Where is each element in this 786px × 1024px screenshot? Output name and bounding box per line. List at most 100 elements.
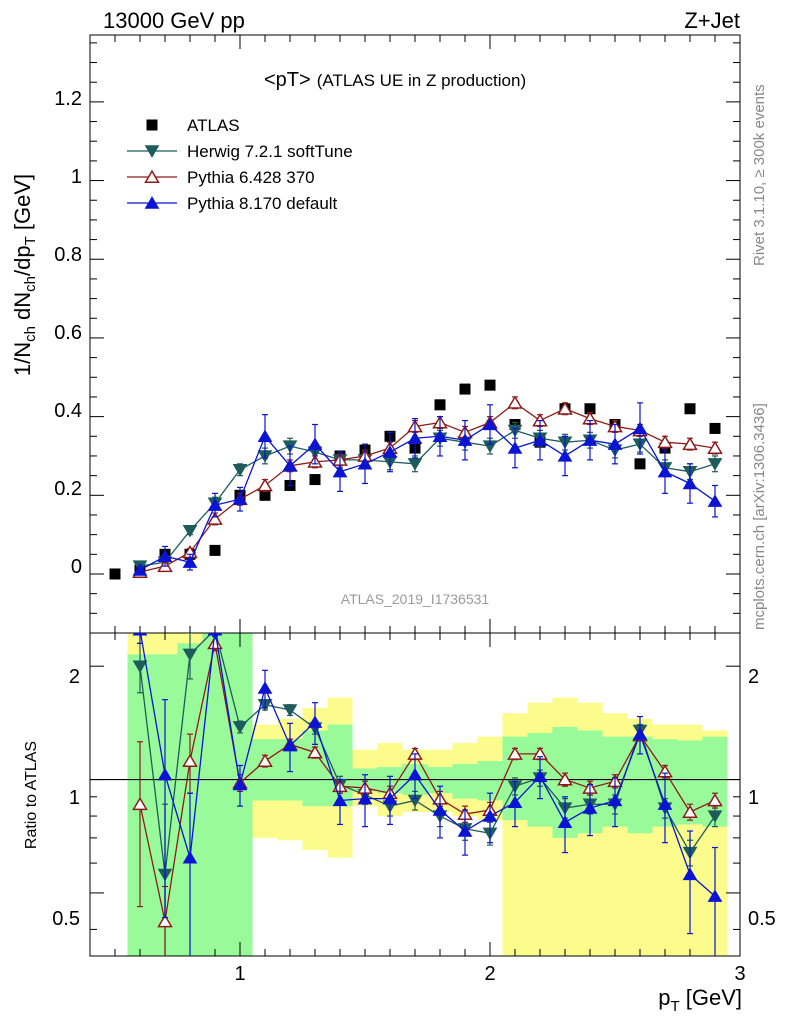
legend-marker	[144, 145, 160, 158]
main-ylabel-sub: ch	[22, 276, 39, 292]
legend-label-herwig: Herwig 7.2.1 softTune	[187, 142, 353, 161]
legend-markers	[127, 119, 177, 209]
data-point	[282, 704, 298, 717]
data-point	[357, 456, 373, 470]
data-point	[459, 383, 471, 395]
ratio-ylabel: Ratio to ATLAS	[23, 741, 40, 849]
data-point	[182, 648, 198, 662]
main-series-layer	[109, 379, 723, 580]
main-ylabel: 1/Nch dNch/dpT [GeV]	[10, 174, 39, 376]
green-band	[202, 633, 228, 956]
ratio-ytick-label: 0.5	[52, 908, 80, 930]
main-panel: 0 0.2 0.4 0.6 0.8 1 1.2 1/Nch dNch/dpT […	[10, 34, 741, 634]
data-point	[132, 796, 148, 811]
data-point	[232, 777, 248, 791]
data-point	[357, 791, 373, 805]
data-point	[634, 458, 646, 470]
data-point	[307, 437, 323, 450]
header-left: 13000 GeV pp	[103, 8, 245, 33]
data-point	[507, 441, 523, 454]
main-ytick-labels: 0 0.2 0.4 0.6 0.8 1 1.2	[54, 88, 82, 578]
legend-marker	[144, 169, 160, 183]
data-point	[382, 445, 398, 458]
legend-label-pythia6: Pythia 6.428 370	[187, 168, 315, 187]
data-point	[532, 433, 548, 446]
watermark: ATLAS_2019_I1736531	[341, 591, 490, 607]
legend-marker	[146, 119, 158, 131]
data-point	[682, 867, 698, 881]
data-point	[207, 636, 223, 650]
xtick-label: 2	[484, 963, 495, 985]
data-point	[282, 458, 298, 472]
data-point	[332, 793, 348, 807]
main-ytick-label: 0	[71, 556, 82, 578]
series-herwig-7-2-1-softtune	[132, 421, 723, 573]
data-point	[434, 399, 446, 411]
data-point	[482, 417, 498, 431]
main-ytick-label: 1	[71, 166, 82, 188]
ratio-ytick-label-right: 1	[748, 787, 759, 809]
data-point	[332, 464, 348, 478]
ratio-ytick-label-right: 2	[748, 666, 759, 688]
data-point	[582, 801, 598, 814]
data-point	[557, 401, 573, 415]
data-point	[257, 681, 273, 694]
data-point	[432, 803, 448, 816]
data-point	[682, 804, 698, 818]
xlabel-unit: [GeV]	[680, 985, 742, 1010]
xlabel-sub: T	[670, 998, 679, 1015]
data-point	[307, 715, 323, 728]
main-ytick-label: 0.2	[54, 478, 82, 500]
data-point	[257, 753, 273, 767]
data-point	[657, 797, 673, 810]
data-point	[457, 433, 473, 446]
data-point	[582, 433, 598, 446]
data-point	[707, 889, 723, 902]
data-point	[709, 422, 721, 434]
legend-label-pythia8: Pythia 8.170 default	[187, 194, 338, 213]
xlabel-p: p	[658, 985, 670, 1010]
data-point	[507, 746, 523, 760]
data-point	[457, 824, 473, 837]
data-point	[482, 809, 498, 822]
ratio-ytick-label: 1	[69, 787, 80, 809]
data-point	[682, 476, 698, 490]
series-pythia-8-170-default	[132, 633, 723, 956]
data-point	[407, 431, 423, 444]
data-point	[707, 793, 723, 807]
rivet-label: Rivet 3.1.10, ≥ 300k events	[751, 84, 768, 266]
ratio-ytick-label: 2	[69, 666, 80, 688]
data-point	[207, 511, 223, 525]
data-point	[682, 436, 698, 451]
data-point	[157, 549, 173, 562]
data-point	[132, 660, 148, 674]
data-point	[532, 769, 548, 783]
data-point	[307, 745, 323, 759]
data-point	[707, 494, 723, 507]
data-point	[282, 738, 298, 752]
data-point	[507, 795, 523, 809]
data-point	[632, 727, 648, 740]
data-point	[607, 793, 623, 807]
data-point	[557, 772, 573, 786]
data-point	[132, 633, 148, 636]
main-ylabel-sub: T	[22, 236, 39, 245]
ratio-ticks	[89, 633, 741, 956]
green-band	[252, 739, 278, 801]
series-atlas	[109, 379, 721, 580]
main-ylabel-part: 1/N	[10, 342, 35, 376]
main-ylabel-part: [GeV]	[10, 174, 35, 236]
data-point	[657, 434, 673, 449]
series-line	[139, 633, 716, 897]
data-point	[407, 458, 423, 471]
series-line	[139, 633, 716, 875]
data-point	[484, 379, 496, 391]
main-ylabel-part: dN	[10, 292, 35, 326]
main-ylabel-part: /dp	[10, 245, 35, 276]
ratio-bands	[127, 633, 728, 956]
data-point	[132, 563, 148, 576]
series-pythia-8-170-default	[132, 402, 723, 576]
main-ylabel-sub: ch	[22, 326, 39, 342]
legend-marker	[144, 196, 160, 209]
xtick-label: 1	[234, 963, 245, 985]
